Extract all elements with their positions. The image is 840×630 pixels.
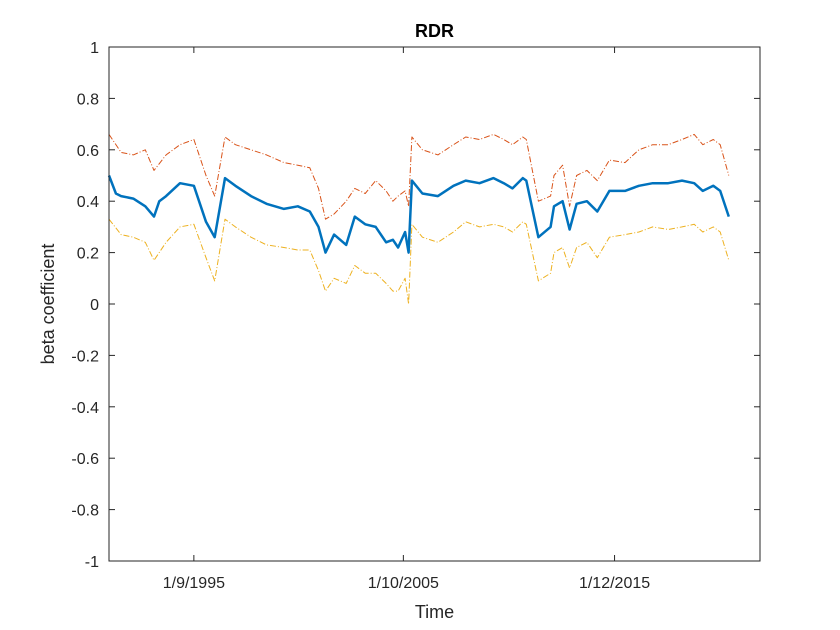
series-layer (107, 133, 730, 305)
y-axis: -1 -0.8 -0.6 -0.4 -0.2 0 0.2 0.4 0.6 0.8 1 (71, 40, 760, 571)
y-tick-label: 0.4 (77, 194, 99, 211)
y-tick-label: -0.2 (71, 348, 99, 365)
chart-title: RDR (415, 21, 454, 41)
y-axis-label: beta coefficient (38, 244, 58, 365)
plot-area (109, 47, 760, 561)
y-tick-label: -1 (85, 554, 99, 571)
y-tick-label: -0.6 (71, 451, 99, 468)
x-tick-label: 1/12/2015 (579, 575, 650, 592)
upper-band-line (108, 133, 730, 220)
y-tick-label: -0.8 (71, 503, 99, 520)
y-tick-label: -0.4 (71, 400, 99, 417)
y-tick-label: 0.6 (77, 143, 99, 160)
x-tick-label: 1/9/1995 (163, 575, 225, 592)
x-tick-label: 1/10/2005 (368, 575, 439, 592)
y-tick-label: 0.2 (77, 246, 99, 263)
beta-line (107, 175, 730, 254)
y-tick-label: 0 (90, 297, 99, 314)
x-axis: 1/9/1995 1/10/2005 1/12/2015 (163, 47, 650, 592)
lower-band-line (108, 218, 730, 305)
y-tick-label: 1 (90, 40, 99, 57)
x-axis-label: Time (415, 602, 454, 622)
y-tick-label: 0.8 (77, 91, 99, 108)
